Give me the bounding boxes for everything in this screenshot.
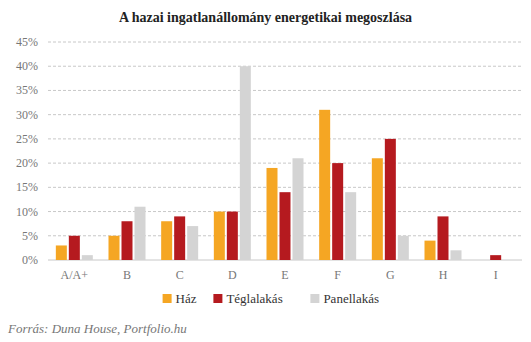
y-tick-label: 35% bbox=[16, 83, 38, 97]
legend-label: Téglalakás bbox=[226, 291, 282, 306]
bar bbox=[227, 212, 238, 260]
bar bbox=[161, 221, 172, 260]
bar bbox=[345, 192, 356, 260]
bar bbox=[438, 216, 449, 260]
bar bbox=[109, 236, 120, 260]
legend: Ház Téglalakás Panellakás bbox=[163, 291, 379, 306]
grid bbox=[48, 42, 522, 260]
x-tick-label: C bbox=[176, 268, 184, 282]
grid-line bbox=[48, 114, 522, 115]
bar bbox=[293, 158, 304, 260]
x-tick-label: D bbox=[228, 268, 237, 282]
y-tick-label: 30% bbox=[16, 108, 38, 122]
bar bbox=[425, 241, 436, 260]
chart-container: A hazai ingatlanállomány energetikai meg… bbox=[0, 0, 531, 342]
grid-line bbox=[48, 138, 522, 139]
x-tick-label: E bbox=[281, 268, 288, 282]
legend-label: Panellakás bbox=[323, 291, 379, 306]
bar bbox=[56, 245, 67, 260]
y-tick-label: 0% bbox=[22, 253, 38, 267]
y-tick-label: 20% bbox=[16, 156, 38, 170]
bar bbox=[372, 158, 383, 260]
bar bbox=[319, 110, 330, 260]
bar bbox=[398, 236, 409, 260]
grid-line bbox=[48, 66, 522, 67]
x-tick-label: B bbox=[123, 268, 131, 282]
bar bbox=[187, 226, 198, 260]
bar bbox=[490, 255, 501, 260]
x-tick-label: F bbox=[334, 268, 341, 282]
grid-line bbox=[48, 90, 522, 91]
source: Forrás: Duna House, Portfolio.hu bbox=[7, 321, 187, 336]
legend-swatch bbox=[310, 294, 319, 303]
bar bbox=[122, 221, 133, 260]
x-tick-label: G bbox=[386, 268, 395, 282]
grid-line bbox=[48, 187, 522, 188]
title: A hazai ingatlanállomány energetikai meg… bbox=[119, 10, 412, 25]
bar bbox=[174, 216, 185, 260]
bar bbox=[451, 250, 462, 260]
legend-swatch bbox=[163, 294, 172, 303]
y-tick-label: 45% bbox=[16, 35, 38, 49]
x-tick-label: H bbox=[439, 268, 448, 282]
x-tick-label: A/A+ bbox=[61, 268, 89, 282]
y-tick-label: 10% bbox=[16, 205, 38, 219]
bar bbox=[135, 207, 146, 260]
bars bbox=[56, 66, 501, 260]
bar bbox=[477, 260, 488, 261]
y-tick-label: 5% bbox=[22, 229, 38, 243]
grid-line bbox=[48, 42, 522, 43]
bar bbox=[503, 260, 514, 261]
chart: A hazai ingatlanállomány energetikai meg… bbox=[0, 0, 531, 342]
bar bbox=[280, 192, 291, 260]
grid-line bbox=[48, 163, 522, 164]
bar bbox=[240, 66, 251, 260]
bar bbox=[214, 212, 225, 260]
legend-swatch bbox=[213, 294, 222, 303]
y-tick-label: 40% bbox=[16, 59, 38, 73]
bar bbox=[267, 168, 278, 260]
bar bbox=[82, 255, 93, 260]
x-tick-label: I bbox=[494, 268, 498, 282]
y-tick-label: 25% bbox=[16, 132, 38, 146]
legend-label: Ház bbox=[176, 291, 197, 306]
y-tick-label: 15% bbox=[16, 180, 38, 194]
bar bbox=[69, 236, 80, 260]
bar bbox=[332, 163, 343, 260]
bar bbox=[385, 139, 396, 260]
